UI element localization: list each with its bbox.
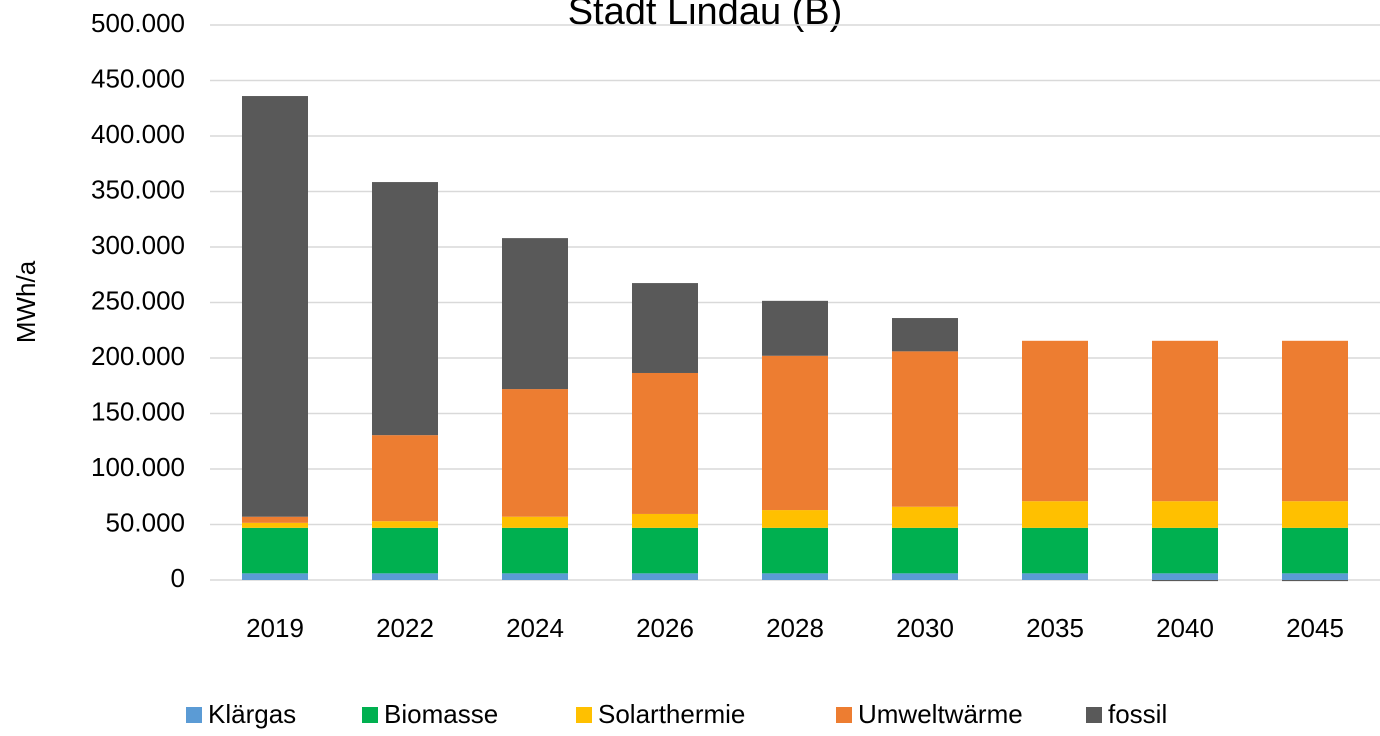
bar-segment	[372, 182, 438, 436]
legend-label: fossil	[1108, 699, 1167, 729]
bar-segment	[632, 513, 698, 528]
bar-segment	[242, 573, 308, 580]
bar-segment	[632, 372, 698, 514]
y-tick-label: 350.000	[91, 174, 185, 204]
bar-segment	[632, 527, 698, 574]
bar-segment	[372, 435, 438, 522]
bar-segment	[372, 573, 438, 580]
x-tick-label: 2022	[376, 613, 434, 643]
legend-swatch	[186, 707, 202, 723]
y-tick-label: 50.000	[105, 507, 185, 537]
legend-swatch	[1086, 707, 1102, 723]
bar-segment	[1022, 527, 1088, 574]
bar-segment	[372, 527, 438, 574]
bar-segment	[632, 283, 698, 373]
bar-segment	[762, 573, 828, 580]
bar-segment	[502, 516, 568, 528]
bar-segment	[762, 527, 828, 574]
x-tick-label: 2030	[896, 613, 954, 643]
y-tick-label: 0	[171, 563, 185, 593]
y-tick-label: 300.000	[91, 230, 185, 260]
y-axis-label: MWh/a	[11, 260, 41, 343]
chart-title: Stadt Lindau (B)	[568, 0, 843, 33]
bar-segment	[632, 573, 698, 580]
legend-label: Klärgas	[208, 699, 296, 729]
bar-segment	[1152, 527, 1218, 574]
y-tick-label: 250.000	[91, 285, 185, 315]
bar-segment	[892, 506, 958, 528]
y-tick-label: 500.000	[91, 8, 185, 38]
bar-segment	[502, 573, 568, 580]
bar-segment	[372, 521, 438, 528]
y-tick-label: 200.000	[91, 341, 185, 371]
bar-segment	[1282, 501, 1348, 528]
legend-swatch	[362, 707, 378, 723]
bar-segment	[1282, 527, 1348, 574]
bar-segment	[502, 527, 568, 574]
bar-segment	[762, 300, 828, 356]
x-tick-label: 2019	[246, 613, 304, 643]
bar-segment	[242, 527, 308, 574]
bar-segment	[242, 96, 308, 517]
bar-segment	[242, 522, 308, 528]
y-tick-label: 450.000	[91, 63, 185, 93]
bar-segment	[762, 510, 828, 528]
bar-segment	[892, 318, 958, 352]
x-tick-label: 2024	[506, 613, 564, 643]
bar-segment	[242, 516, 308, 523]
bar-segment	[1282, 580, 1348, 582]
bar-segment	[1152, 573, 1218, 580]
bar-segment	[502, 238, 568, 390]
bar-segment	[1152, 580, 1218, 582]
bar-segment	[1022, 573, 1088, 580]
x-tick-label: 2040	[1156, 613, 1214, 643]
y-tick-label: 150.000	[91, 396, 185, 426]
x-tick-label: 2026	[636, 613, 694, 643]
y-tick-label: 400.000	[91, 119, 185, 149]
legend-label: Umweltwärme	[858, 699, 1023, 729]
legend-label: Biomasse	[384, 699, 498, 729]
bar-segment	[1282, 573, 1348, 580]
x-tick-label: 2028	[766, 613, 824, 643]
bar-segment	[1022, 340, 1088, 502]
bar-segment	[892, 573, 958, 580]
y-tick-label: 100.000	[91, 452, 185, 482]
legend-swatch	[836, 707, 852, 723]
x-tick-label: 2045	[1286, 613, 1344, 643]
bar-segment	[892, 527, 958, 574]
legend-label: Solarthermie	[598, 699, 745, 729]
bar-segment	[762, 355, 828, 511]
legend-swatch	[576, 707, 592, 723]
bar-segment	[1022, 501, 1088, 528]
x-tick-label: 2035	[1026, 613, 1084, 643]
bar-segment	[1282, 340, 1348, 502]
bar-segment	[1152, 501, 1218, 528]
bar-segment	[1152, 340, 1218, 502]
bar-segment	[892, 351, 958, 507]
bar-segment	[502, 389, 568, 517]
